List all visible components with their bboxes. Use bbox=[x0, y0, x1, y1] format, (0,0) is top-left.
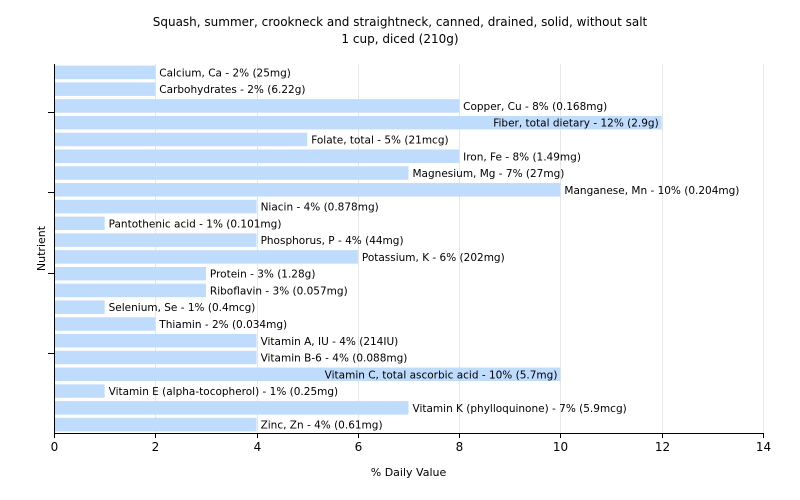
x-axis-title: % Daily Value bbox=[371, 466, 447, 479]
bar-data-label: Niacin - 4% (0.878mg) bbox=[261, 202, 379, 214]
bar bbox=[55, 334, 257, 348]
bar bbox=[55, 216, 105, 231]
bar-data-label: Carbohydrates - 2% (6.22g) bbox=[159, 84, 305, 96]
bar bbox=[55, 250, 358, 264]
bar-data-label: Vitamin A, IU - 4% (214IU) bbox=[261, 336, 399, 348]
bar bbox=[55, 99, 460, 113]
bar bbox=[55, 266, 206, 281]
bar-data-label: Manganese, Mn - 10% (0.204mg) bbox=[564, 185, 739, 197]
bar-data-label: Calcium, Ca - 2% (25mg) bbox=[159, 67, 291, 79]
x-tick-label: 14 bbox=[756, 440, 771, 454]
bar bbox=[55, 384, 105, 398]
bar-data-label: Riboflavin - 3% (0.057mg) bbox=[210, 285, 348, 297]
bar bbox=[55, 417, 257, 432]
bars: Calcium, Ca - 2% (25mg) Carbohydrates - 2… bbox=[55, 65, 739, 432]
x-tick-label: 4 bbox=[254, 440, 262, 454]
bar bbox=[55, 283, 206, 298]
bar-data-label: Vitamin E (alpha-tocopherol) - 1% (0.25m… bbox=[109, 386, 339, 398]
bar bbox=[55, 367, 561, 382]
x-tick-label: 8 bbox=[456, 440, 464, 454]
bar-data-label: Iron, Fe - 8% (1.49mg) bbox=[463, 151, 581, 163]
x-tick-label: 10 bbox=[553, 440, 568, 454]
bar-data-label: Vitamin C, total ascorbic acid - 10% (5.… bbox=[325, 369, 558, 381]
bar bbox=[55, 350, 257, 365]
bar-data-label: Fiber, total dietary - 12% (2.9g) bbox=[493, 118, 658, 130]
bar bbox=[55, 401, 409, 415]
bar-data-label: Thiamin - 2% (0.034mg) bbox=[158, 319, 287, 331]
bar bbox=[55, 317, 156, 331]
bar-data-label: Magnesium, Mg - 7% (27mg) bbox=[413, 168, 565, 180]
axes: 0 2 4 6 8 10 12 14 bbox=[48, 64, 771, 454]
bar bbox=[55, 149, 460, 163]
bar-data-label: Zinc, Zn - 4% (0.61mg) bbox=[261, 420, 383, 432]
x-tick-label: 0 bbox=[51, 440, 59, 454]
bar bbox=[55, 82, 156, 96]
bar bbox=[55, 132, 308, 147]
bar-data-label: Phosphorus, P - 4% (44mg) bbox=[261, 235, 404, 247]
bar-data-label: Folate, total - 5% (21mcg) bbox=[311, 134, 448, 146]
bar bbox=[55, 183, 561, 197]
bar-data-label: Potassium, K - 6% (202mg) bbox=[362, 252, 505, 264]
bar bbox=[55, 166, 409, 180]
chart-title: Squash, summer, crookneck and straightne… bbox=[152, 15, 648, 29]
x-tick-label: 6 bbox=[355, 440, 363, 454]
bar bbox=[55, 300, 105, 314]
bar bbox=[55, 233, 257, 247]
bar bbox=[55, 199, 257, 214]
x-tick-label: 2 bbox=[152, 440, 160, 454]
bar-data-label: Selenium, Se - 1% (0.4mcg) bbox=[109, 302, 256, 314]
bar bbox=[55, 65, 156, 80]
bar-data-label: Copper, Cu - 8% (0.168mg) bbox=[463, 101, 607, 113]
chart-subtitle: 1 cup, diced (210g) bbox=[341, 32, 459, 46]
bar-data-label: Pantothenic acid - 1% (0.101mg) bbox=[109, 218, 282, 230]
bar bbox=[55, 115, 662, 130]
bar-data-label: Protein - 3% (1.28g) bbox=[210, 269, 316, 281]
x-tick-label: 12 bbox=[655, 440, 670, 454]
bar-data-label: Vitamin K (phylloquinone) - 7% (5.9mcg) bbox=[413, 403, 627, 415]
y-axis-title: Nutrient bbox=[35, 225, 48, 271]
bar-data-label: Vitamin B-6 - 4% (0.088mg) bbox=[261, 353, 408, 365]
